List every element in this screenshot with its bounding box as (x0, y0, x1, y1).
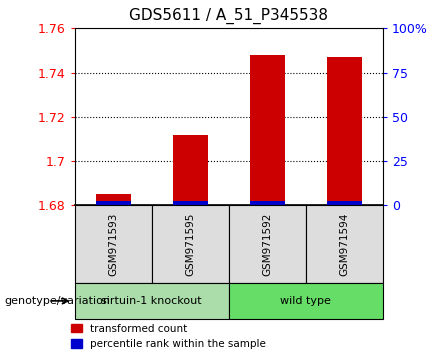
Bar (173, 135, 208, 205)
Bar (96, 194, 131, 205)
Bar (250, 55, 285, 205)
Bar (250, 201, 285, 205)
Bar (173, 201, 208, 205)
Text: genotype/variation: genotype/variation (4, 296, 110, 306)
Text: sirtuin-1 knockout: sirtuin-1 knockout (102, 296, 202, 306)
Text: GSM971594: GSM971594 (339, 212, 349, 276)
Bar (96, 201, 131, 205)
Legend: transformed count, percentile rank within the sample: transformed count, percentile rank withi… (71, 324, 266, 349)
Text: GSM971595: GSM971595 (185, 212, 195, 276)
Bar (327, 57, 362, 205)
Bar (327, 201, 362, 205)
Text: GSM971593: GSM971593 (108, 212, 118, 276)
Text: GSM971592: GSM971592 (262, 212, 272, 276)
Text: wild type: wild type (280, 296, 331, 306)
Title: GDS5611 / A_51_P345538: GDS5611 / A_51_P345538 (129, 8, 328, 24)
